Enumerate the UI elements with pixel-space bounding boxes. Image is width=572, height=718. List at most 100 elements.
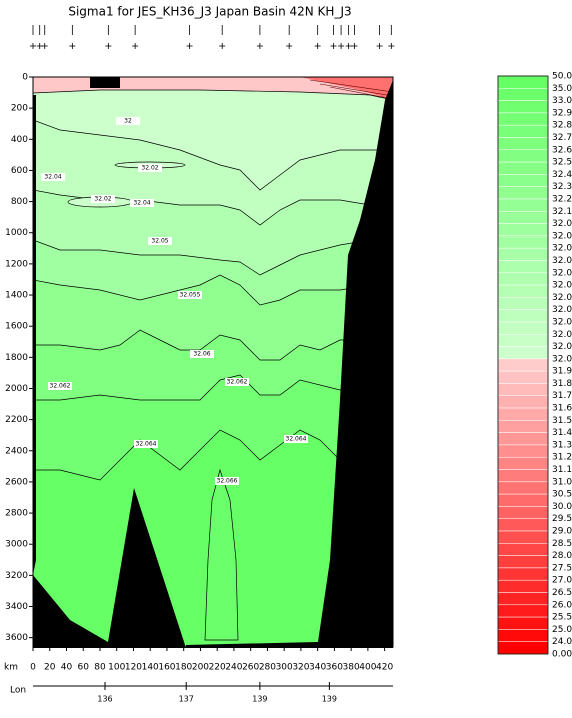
colorbar-label: 30.000 (552, 502, 572, 512)
x-tick-label: 400 (359, 663, 376, 673)
x-tick-label: 140 (142, 663, 159, 673)
x-tick-label: 100 (108, 663, 125, 673)
colorbar-swatch (497, 629, 549, 642)
x-tick-label: 320 (292, 663, 309, 673)
colorbar-swatch (497, 543, 549, 556)
contour-label: 32.055 (180, 292, 201, 299)
colorbar-swatch (497, 493, 549, 507)
y-tick-label: 200 (11, 104, 28, 114)
colorbar-label: 33.000 (552, 96, 572, 106)
y-tick-label: 2000 (5, 384, 28, 394)
x-tick-label: 280 (259, 663, 276, 673)
contour-label: 32.062 (227, 379, 248, 386)
colorbar-swatch (497, 530, 549, 544)
contour-label-bg (41, 173, 65, 181)
colorbar-label: 32.050 (552, 305, 572, 315)
colorbar-label: 30.500 (552, 490, 572, 500)
colorbar-swatch (497, 579, 549, 593)
contour-label: 32.04 (44, 174, 61, 181)
colorbar-swatch (497, 272, 549, 286)
colorbar-label: 25.500 (552, 613, 572, 623)
contour-label: 32.02 (94, 196, 111, 203)
contour-label-bg (138, 164, 162, 172)
y-tick-label: 3400 (5, 602, 28, 612)
colorbar-swatch (497, 604, 549, 618)
colorbar-label: 35.000 (552, 84, 572, 94)
colorbar-swatch (497, 149, 549, 163)
colorbar-swatch (497, 370, 549, 384)
colorbar-label: 32.200 (552, 194, 572, 204)
colorbar-label: 50.000 (552, 72, 572, 82)
colorbar-label: 32.900 (552, 108, 572, 118)
y-tick-label: 3000 (5, 540, 28, 550)
lon-tick-label: 137 (179, 695, 194, 704)
colorbar-swatch (497, 100, 549, 114)
colorbar-label: 32.062 (552, 281, 572, 291)
colorbar-swatch (497, 223, 549, 237)
colorbar-label: 31.100 (552, 465, 572, 475)
plot-frame (32, 76, 394, 648)
colorbar-swatch (497, 334, 549, 347)
colorbar-label: 24.000 (552, 637, 572, 647)
x-tick-label: 40 (61, 663, 73, 673)
colorbar-label: 32.020 (552, 342, 572, 352)
colorbar-swatch (497, 555, 549, 569)
contour-label-bg (225, 378, 249, 386)
y-tick-label: 1200 (5, 259, 28, 269)
x-tick-label: 0 (30, 663, 36, 673)
colorbar-swatch (497, 420, 549, 433)
contour-label-bg (91, 195, 115, 203)
colorbar-swatch (497, 112, 549, 126)
contour-label: 32.064 (286, 436, 307, 443)
contour-label-bg (215, 477, 239, 485)
x-tick-label: 120 (125, 663, 142, 673)
colorbar-swatch (497, 247, 549, 261)
colorbar-label: 32.800 (552, 121, 572, 131)
colorbar-label: 32.070 (552, 231, 572, 241)
colorbar-label: 31.500 (552, 416, 572, 426)
contour-label: 32.066 (217, 478, 238, 485)
contour-label: 32.04 (133, 200, 150, 207)
contour-label-bg (284, 435, 308, 443)
colorbar-swatch (497, 321, 549, 335)
colorbar-swatch (497, 444, 549, 458)
surface-layer (300, 77, 393, 100)
contour-label-bg (178, 291, 202, 299)
colorbar-swatch (497, 481, 549, 495)
colorbar-label: 32.066 (552, 256, 572, 266)
contour-label: 32 (124, 118, 132, 125)
contour-tongue (204, 468, 239, 641)
x-tick-label: 240 (225, 663, 242, 673)
colorbar-label: 31.400 (552, 428, 572, 438)
contour-label-bg (134, 440, 158, 448)
colorbar-label: 32.300 (552, 182, 572, 192)
colorbar-swatch (497, 456, 549, 470)
y-tick-label: 2400 (5, 446, 28, 456)
contour-label-bg (48, 382, 72, 390)
colorbar-label: 27.000 (552, 576, 572, 586)
colorbar-label: 28.500 (552, 539, 572, 549)
colorbar-label: 32.064 (552, 268, 572, 278)
colorbar-label: 32.700 (552, 133, 572, 143)
y-tick-label: 400 (11, 135, 28, 145)
colorbar-swatch (497, 592, 549, 606)
contour-label: 32.05 (151, 238, 168, 245)
colorbar-swatch (497, 469, 549, 483)
colorbar-swatch (497, 506, 549, 519)
colorbar-swatch (497, 235, 549, 249)
surface-gap (90, 77, 120, 88)
contour-label-bg (116, 117, 140, 125)
colorbar-label: 31.700 (552, 391, 572, 401)
x-tick-label: 260 (242, 663, 259, 673)
y-tick-label: 600 (11, 166, 28, 176)
colorbar-label: 32.060 (552, 293, 572, 303)
colorbar-label: 32.100 (552, 207, 572, 217)
colorbar-label: 32.000 (552, 354, 572, 364)
colorbar-label: 31.600 (552, 404, 572, 414)
colorbar-label: 32.030 (552, 330, 572, 340)
colorbar-label: 28.000 (552, 551, 572, 561)
colorbar-swatch (497, 198, 549, 212)
y-tick-label: 800 (11, 197, 28, 207)
lon-axis-label: Lon (10, 686, 26, 696)
x-tick-label: 420 (376, 663, 393, 673)
